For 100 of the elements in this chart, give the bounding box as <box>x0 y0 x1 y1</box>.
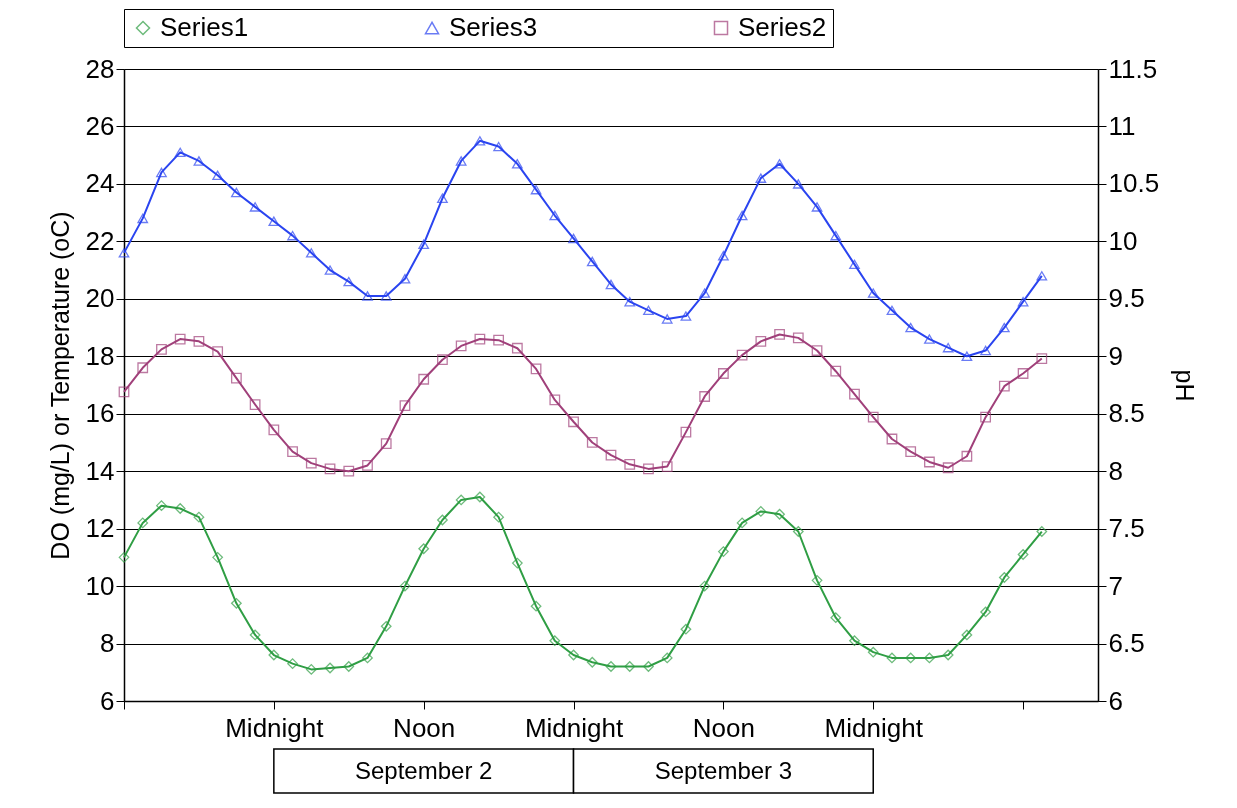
point <box>137 517 149 529</box>
point <box>661 461 673 472</box>
y-axis-title: DO (mg/L) or Temperature (oC) <box>45 211 74 560</box>
point <box>493 511 505 523</box>
point <box>980 411 992 423</box>
point <box>118 551 130 563</box>
point <box>699 580 711 592</box>
point <box>193 511 205 523</box>
point <box>605 661 617 672</box>
point <box>736 517 748 529</box>
point <box>530 363 542 375</box>
point <box>998 572 1010 583</box>
point <box>399 273 411 284</box>
point <box>212 346 224 358</box>
point <box>755 335 767 347</box>
point <box>792 179 804 189</box>
point <box>305 457 317 469</box>
point <box>380 620 392 632</box>
point <box>455 494 467 506</box>
x-tick-label: Midnight <box>225 712 325 743</box>
point <box>774 159 785 169</box>
point <box>399 580 411 592</box>
point <box>643 305 654 316</box>
y2-tick-label: 8.5 <box>1108 398 1145 429</box>
point <box>849 259 860 270</box>
point <box>961 450 973 462</box>
y-tick-label: 8 <box>100 628 115 659</box>
point <box>193 335 205 347</box>
point <box>924 652 935 664</box>
point <box>586 656 598 668</box>
x-tick-label: Noon <box>393 712 456 743</box>
point <box>343 465 355 477</box>
y-tick-label: 6 <box>100 685 115 716</box>
point <box>699 391 711 402</box>
point <box>755 173 767 183</box>
point <box>249 629 261 641</box>
point <box>230 597 242 609</box>
point <box>118 386 130 398</box>
point <box>1017 368 1029 379</box>
point <box>980 345 992 356</box>
point <box>418 373 430 385</box>
x-tick-label: Noon <box>692 712 755 743</box>
y2-tick-label: 10 <box>1108 225 1138 256</box>
y-tick-label: 18 <box>85 340 115 371</box>
point <box>568 649 579 661</box>
point <box>1017 549 1029 560</box>
point <box>530 600 542 612</box>
text: September 3 <box>654 757 793 784</box>
point <box>156 167 167 178</box>
point <box>942 342 954 353</box>
point <box>774 329 785 340</box>
point <box>455 340 467 352</box>
point <box>324 265 336 275</box>
point <box>568 416 579 428</box>
point <box>549 210 561 221</box>
y-tick-label: 10 <box>85 570 115 601</box>
point <box>755 506 767 517</box>
point <box>717 546 729 558</box>
point <box>287 230 298 241</box>
point <box>418 239 430 249</box>
point <box>942 649 954 661</box>
point <box>643 463 654 475</box>
point <box>362 652 373 664</box>
point <box>268 649 280 661</box>
x-tick-label: Midnight <box>824 712 924 743</box>
point <box>1017 296 1029 307</box>
y2-tick-label: 9.5 <box>1108 283 1145 314</box>
point <box>830 612 842 624</box>
point <box>867 411 879 423</box>
point <box>380 438 392 449</box>
point <box>493 334 505 346</box>
x-tick-label: Midnight <box>524 712 624 743</box>
point <box>268 216 280 227</box>
point <box>362 460 373 471</box>
point <box>455 156 467 166</box>
point <box>849 635 860 647</box>
point <box>736 349 748 361</box>
point <box>886 433 898 445</box>
point <box>343 661 355 672</box>
y2-tick-label: 9 <box>1108 340 1123 371</box>
point <box>137 213 149 224</box>
y2-tick-label: 11 <box>1108 110 1136 141</box>
point <box>249 399 261 410</box>
point <box>792 332 804 344</box>
point <box>437 514 448 526</box>
point <box>1036 526 1048 537</box>
legend-label: Series2 <box>738 12 827 42</box>
point <box>230 372 242 384</box>
point <box>717 250 729 261</box>
point <box>849 388 860 400</box>
point <box>474 333 486 345</box>
point <box>156 343 167 355</box>
y2-tick-label: 8 <box>1108 455 1123 486</box>
y2-tick-label: 6.5 <box>1108 628 1145 659</box>
point <box>811 574 823 586</box>
point <box>230 187 242 198</box>
point <box>998 322 1010 333</box>
point <box>305 664 317 675</box>
point <box>905 446 917 458</box>
point <box>886 305 898 316</box>
